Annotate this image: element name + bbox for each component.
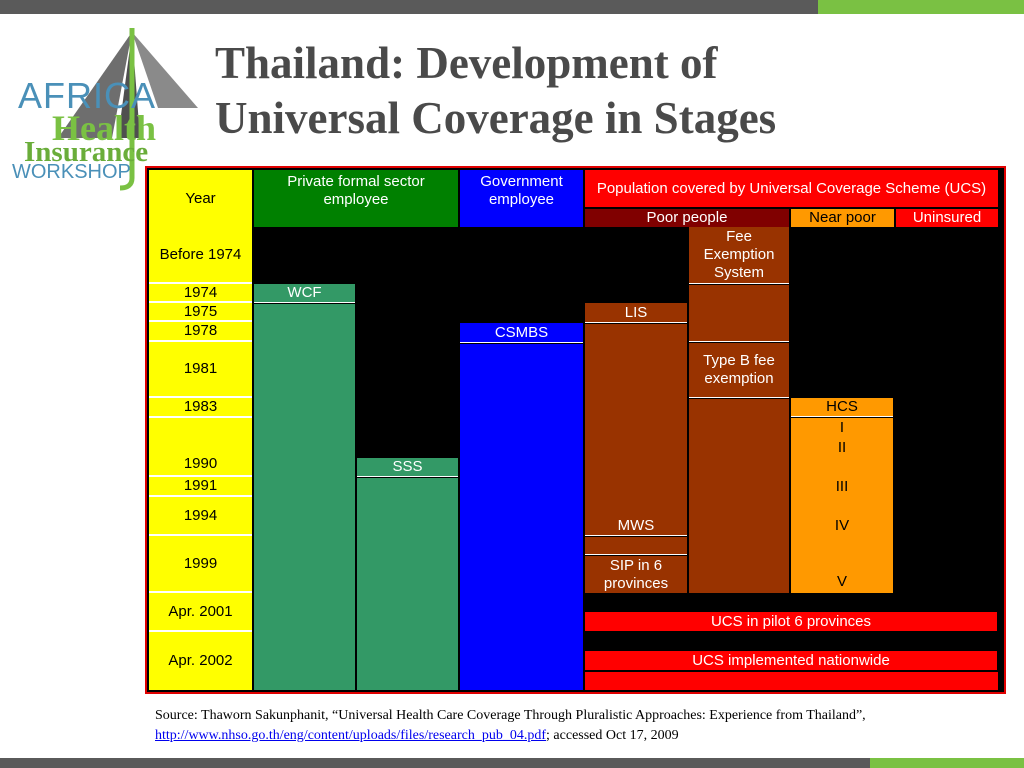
header-government: Government employee [460,170,583,227]
hcs-phase-iii: III [835,478,849,495]
hcs-phase-iv: IV [834,517,850,534]
header-uninsured: Uninsured [896,209,998,227]
top-bar-green [818,0,1024,14]
type-b-coverage-bar [689,399,789,593]
logo-africa-text: AFRICA [18,75,157,116]
slide-title-line-2: Universal Coverage in Stages [215,93,777,143]
scheme-ucs-nationwide: UCS implemented nationwide [585,651,997,670]
year-before-1974: Before 1974 [149,227,252,284]
year-1983: 1983 [149,398,252,418]
tent-icon [58,28,198,191]
year-1981: 1981 [149,342,252,398]
scheme-type-b-fee-exemption: Type B fee exemption [689,343,789,398]
source-link[interactable]: http://www.nhso.go.th/eng/content/upload… [155,728,547,743]
scheme-fee-exemption: Fee Exemption System [689,227,789,284]
header-year: Year [149,170,252,227]
coverage-timeline-table: Year Private formal sector employee Gove… [145,166,1006,694]
source-text-prefix: Source: Thaworn Sakunphanit, “Universal … [155,708,866,723]
top-bar-gray [0,0,818,14]
bottom-bar-green [870,758,1024,768]
year-apr-2002: Apr. 2002 [149,632,252,690]
wcf-coverage-bar [254,304,355,690]
logo-insurance-text: Insurance [24,136,149,168]
header-ucs: Population covered by Universal Coverage… [585,170,998,207]
ucs-coverage-bar [585,672,998,690]
fee-exemption-bar [689,285,789,342]
logo-health-text: Health [52,108,156,148]
year-1975: 1975 [149,303,252,322]
hcs-phase-v: V [836,573,847,590]
logo-workshop-text: WORKSHOP [12,161,131,183]
scheme-wcf: WCF [254,284,355,303]
bottom-bar-gray [0,758,870,768]
year-1994: 1994 [149,497,252,536]
slide-title-line-1: Thailand: Development of [215,38,718,88]
header-near-poor: Near poor [791,209,894,227]
header-private-sector: Private formal sector employee [254,170,458,227]
hcs-phase-ii: II [837,439,847,456]
source-text-suffix: ; accessed Oct 17, 2009 [546,728,679,743]
lis-coverage-bar [585,324,687,516]
scheme-sss: SSS [357,458,458,477]
scheme-mws: MWS [585,516,687,536]
year-1978: 1978 [149,322,252,342]
hcs-phase-i: I [839,419,845,436]
year-1974: 1974 [149,284,252,303]
scheme-lis: LIS [585,303,687,323]
year-apr-2001: Apr. 2001 [149,593,252,632]
scheme-sip: SIP in 6 provinces [585,556,687,593]
scheme-csmbs: CSMBS [460,323,583,343]
hcs-coverage-bar [791,418,893,593]
year-1990: 1990 [149,418,252,477]
mws-coverage-bar [585,537,687,555]
scheme-hcs: HCS [791,398,893,417]
sss-coverage-bar [357,478,458,690]
source-citation: Source: Thaworn Sakunphanit, “Universal … [155,706,975,746]
slide-title: Thailand: Development of Universal Cover… [215,36,1015,146]
year-1999: 1999 [149,536,252,593]
csmbs-coverage-bar [460,344,583,690]
africa-health-insurance-workshop-logo: AFRICA Health Insurance WORKSHOP [8,28,198,193]
scheme-ucs-pilot: UCS in pilot 6 provinces [585,612,997,631]
year-1991: 1991 [149,477,252,497]
header-poor-people: Poor people [585,209,789,227]
